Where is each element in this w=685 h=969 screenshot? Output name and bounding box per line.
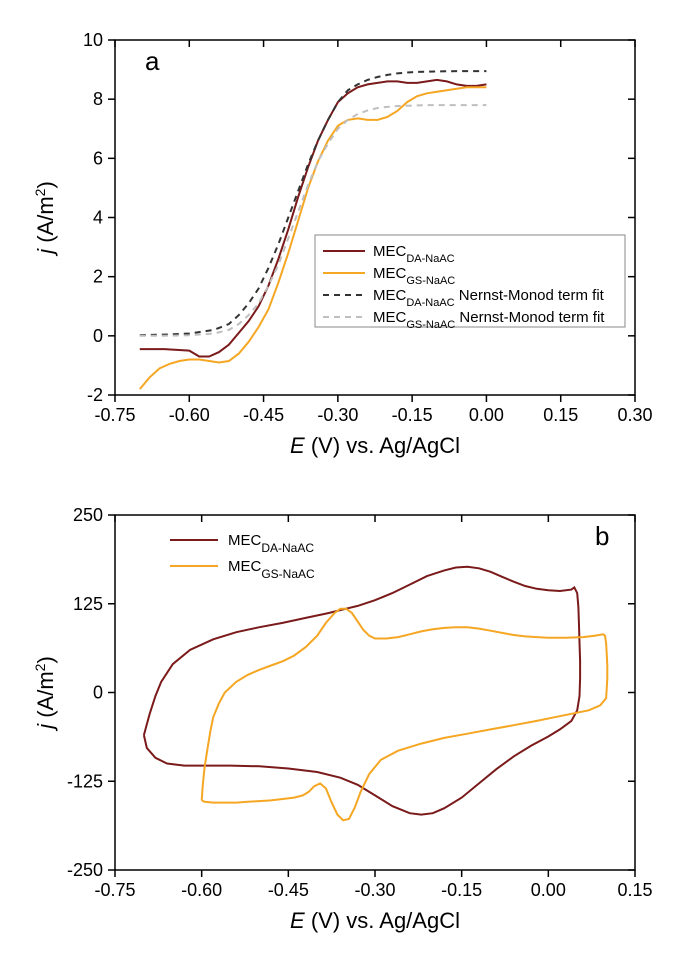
svg-text:0.30: 0.30 [617,405,652,425]
panel-a: -0.75 -0.60 -0.45 -0.30 -0.15 0.00 0.15 0.30 -2 0… [20,20,665,465]
panel-b: -0.75 -0.60 -0.45 -0.30 -0.15 0.00 0.15 -250 -12… [20,495,665,940]
svg-text:MECGS-NaAC: MECGS-NaAC [228,558,315,581]
svg-text:2: 2 [93,267,103,287]
svg-text:j (A/m2): j (A/m2) [32,656,58,732]
svg-text:-0.15: -0.15 [392,405,433,425]
svg-text:0: 0 [93,326,103,346]
svg-text:125: 125 [73,594,103,614]
svg-text:MECGS-NaAC Nernst-Monod term f: MECGS-NaAC Nernst-Monod term fit [373,309,605,331]
svg-text:-0.30: -0.30 [317,405,358,425]
svg-text:-250: -250 [67,860,103,880]
svg-text:250: 250 [73,505,103,525]
panel-b-svg: -0.75 -0.60 -0.45 -0.30 -0.15 0.00 0.15 -250 -12… [20,495,665,940]
svg-text:0.15: 0.15 [543,405,578,425]
svg-text:0.00: 0.00 [469,405,504,425]
svg-text:0: 0 [93,683,103,703]
figure: -0.75 -0.60 -0.45 -0.30 -0.15 0.00 0.15 0.30 -2 0… [20,20,665,940]
svg-text:10: 10 [83,30,103,50]
svg-text:8: 8 [93,89,103,109]
svg-text:4: 4 [93,208,103,228]
svg-text:E (V) vs. Ag/AgCl: E (V) vs. Ag/AgCl [290,908,460,933]
svg-text:E (V) vs. Ag/AgCl: E (V) vs. Ag/AgCl [290,433,460,458]
svg-text:MECGS-NaAC: MECGS-NaAC [373,265,455,287]
svg-text:a: a [145,46,160,76]
svg-text:j (A/m2): j (A/m2) [32,181,58,257]
svg-text:-125: -125 [67,771,103,791]
svg-text:6: 6 [93,148,103,168]
svg-text:-0.75: -0.75 [94,880,135,900]
svg-text:0.15: 0.15 [617,880,652,900]
svg-text:b: b [595,521,609,551]
svg-text:-0.60: -0.60 [169,405,210,425]
svg-text:-0.45: -0.45 [268,880,309,900]
svg-text:0.00: 0.00 [531,880,566,900]
svg-text:-0.15: -0.15 [441,880,482,900]
svg-text:MECDA-NaAC Nernst-Monod term f: MECDA-NaAC Nernst-Monod term fit [373,287,605,309]
svg-text:-0.30: -0.30 [354,880,395,900]
svg-text:-0.75: -0.75 [94,405,135,425]
svg-text:MECDA-NaAC: MECDA-NaAC [228,532,314,555]
panel-a-svg: -0.75 -0.60 -0.45 -0.30 -0.15 0.00 0.15 0.30 -2 0… [20,20,665,465]
svg-text:-0.45: -0.45 [243,405,284,425]
svg-text:-2: -2 [87,385,103,405]
svg-text:MECDA-NaAC: MECDA-NaAC [373,243,455,265]
svg-text:-0.60: -0.60 [181,880,222,900]
